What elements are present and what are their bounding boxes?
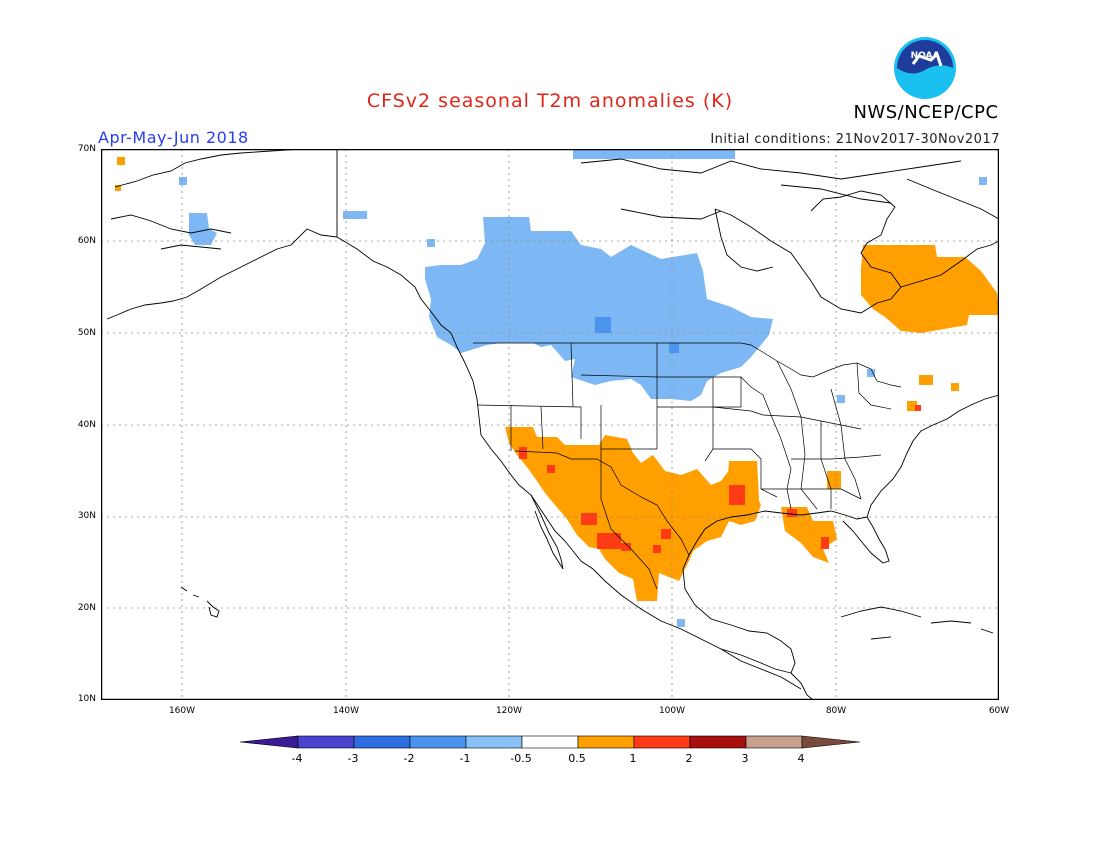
logo-text: NOAA xyxy=(911,51,940,61)
colorbar-label: -3 xyxy=(347,752,359,765)
warm-anomaly-strong-region xyxy=(519,405,921,553)
colorbar-label: -1 xyxy=(459,752,471,765)
colorbar-segment xyxy=(633,735,691,749)
colorbar-label: 0.5 xyxy=(568,752,586,765)
lon-tick-label: 120W xyxy=(495,706,523,716)
map-frame xyxy=(101,149,999,700)
colorbar-segment xyxy=(521,735,579,749)
coastlines xyxy=(106,149,999,700)
lon-tick-label: 140W xyxy=(332,706,360,716)
colorbar-label: 1 xyxy=(629,752,637,765)
colorbar-segment xyxy=(689,735,747,749)
lat-tick-label: 10N xyxy=(77,694,96,704)
colorbar-label: 3 xyxy=(741,752,749,765)
colorbar-segment xyxy=(409,735,467,749)
map-title: CFSv2 seasonal T2m anomalies (K) xyxy=(366,90,734,112)
lat-tick-label: 30N xyxy=(77,511,96,521)
colorbar-label: -2 xyxy=(403,752,415,765)
colorbar-segment xyxy=(745,735,803,749)
colorbar-label: 4 xyxy=(797,752,805,765)
lon-tick-label: 60W xyxy=(988,706,1010,716)
colorbar-segment xyxy=(801,735,861,749)
cool-anomaly-strong-region xyxy=(595,317,679,353)
forecast-period: Apr-May-Jun 2018 xyxy=(98,128,249,147)
cool-anomaly-region xyxy=(179,149,987,627)
lat-tick-label: 20N xyxy=(77,603,96,613)
lon-tick-label: 160W xyxy=(168,706,196,716)
colorbar-segment xyxy=(577,735,635,749)
initial-conditions: Initial conditions: 21Nov2017-30Nov2017 xyxy=(710,132,1000,147)
colorbar-label: -4 xyxy=(291,752,303,765)
agency-label: NWS/NCEP/CPC xyxy=(853,102,999,123)
colorbar xyxy=(240,735,861,749)
colorbar-label: 2 xyxy=(685,752,693,765)
colorbar-segment xyxy=(297,735,355,749)
warm-anomaly-region xyxy=(115,157,999,601)
lat-tick-label: 60N xyxy=(77,236,96,246)
colorbar-segment xyxy=(353,735,411,749)
political-borders xyxy=(473,342,902,590)
lat-tick-label: 40N xyxy=(77,420,96,430)
lat-tick-label: 50N xyxy=(77,328,96,338)
lon-tick-label: 80W xyxy=(825,706,847,716)
lat-tick-label: 70N xyxy=(77,144,96,154)
lon-tick-label: 100W xyxy=(658,706,686,716)
graticule xyxy=(101,149,999,700)
noaa-logo-icon: NOAA xyxy=(894,37,956,99)
colorbar-segment xyxy=(465,735,523,749)
colorbar-segment xyxy=(240,735,299,749)
colorbar-label: -0.5 xyxy=(510,752,532,765)
anomaly-map xyxy=(101,149,999,700)
